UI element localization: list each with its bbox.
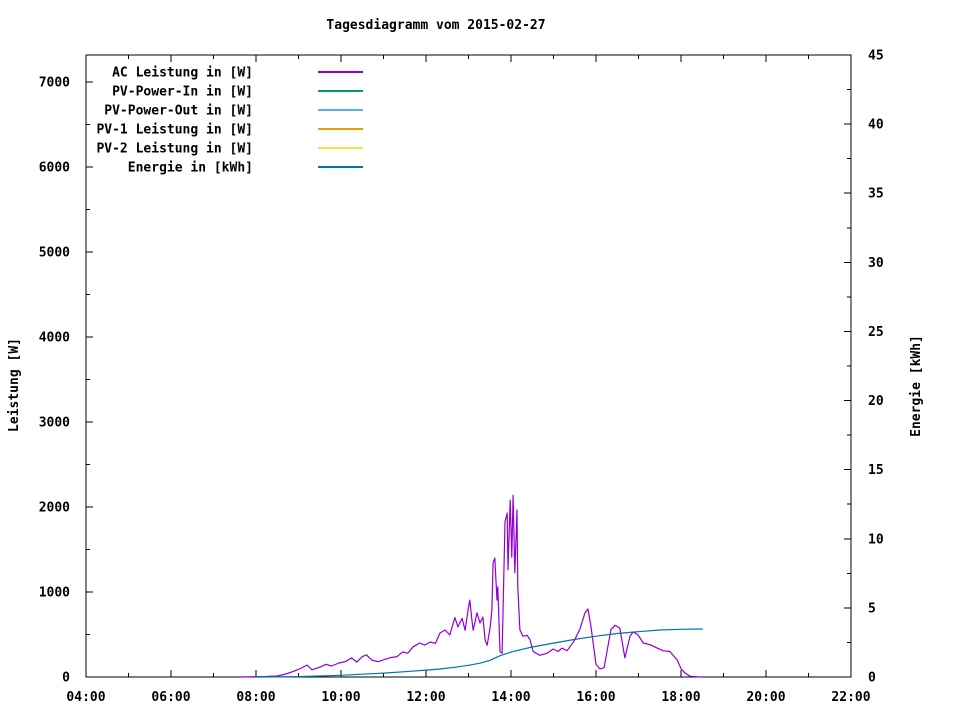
x-tick-label: 04:00 bbox=[66, 690, 105, 705]
legend-item-label: Energie in [kWh] bbox=[128, 161, 253, 176]
x-tick-label: 10:00 bbox=[321, 690, 360, 705]
y-left-tick-label: 1000 bbox=[39, 586, 70, 601]
y-left-tick-label: 2000 bbox=[39, 501, 70, 516]
y-right-tick-label: 45 bbox=[868, 49, 884, 64]
x-tick-label: 14:00 bbox=[491, 690, 530, 705]
series-line-energie-in-kwh bbox=[255, 628, 703, 678]
x-tick-label: 22:00 bbox=[831, 690, 870, 705]
x-tick-label: 06:00 bbox=[151, 690, 190, 705]
y-right-tick-label: 30 bbox=[868, 256, 884, 271]
x-tick-label: 18:00 bbox=[661, 690, 700, 705]
x-tick-label: 12:00 bbox=[406, 690, 445, 705]
y-right-tick-label: 40 bbox=[868, 118, 884, 133]
x-tick-label: 20:00 bbox=[746, 690, 785, 705]
y-right-tick-label: 20 bbox=[868, 394, 884, 409]
y-right-tick-label: 25 bbox=[868, 325, 884, 340]
x-tick-label: 08:00 bbox=[236, 690, 275, 705]
legend-item-label: PV-Power-In in [W] bbox=[112, 85, 253, 100]
y-left-tick-label: 5000 bbox=[39, 246, 70, 261]
y-right-tick-label: 35 bbox=[868, 187, 884, 202]
legend-item-label: PV-Power-Out in [W] bbox=[104, 104, 253, 119]
chart-title: Tagesdiagramm vom 2015-02-27 bbox=[326, 18, 546, 33]
y-left-axis-label: Leistung [W] bbox=[7, 338, 22, 432]
y-right-axis-label: Energie [kWh] bbox=[909, 335, 924, 437]
y-right-tick-label: 5 bbox=[868, 601, 876, 616]
y-left-tick-label: 0 bbox=[62, 671, 70, 686]
x-tick-label: 16:00 bbox=[576, 690, 615, 705]
legend-item-label: AC Leistung in [W] bbox=[112, 66, 253, 81]
legend-item-label: PV-2 Leistung in [W] bbox=[96, 142, 253, 157]
y-left-tick-label: 3000 bbox=[39, 416, 70, 431]
y-left-tick-label: 6000 bbox=[39, 161, 70, 176]
y-right-tick-label: 15 bbox=[868, 463, 884, 478]
y-right-tick-label: 10 bbox=[868, 532, 884, 547]
y-left-tick-label: 7000 bbox=[39, 76, 70, 91]
series-line-ac-leistung-in-w bbox=[241, 494, 701, 678]
y-left-tick-label: 4000 bbox=[39, 331, 70, 346]
legend-item-label: PV-1 Leistung in [W] bbox=[96, 123, 253, 138]
y-right-tick-label: 0 bbox=[868, 671, 876, 686]
